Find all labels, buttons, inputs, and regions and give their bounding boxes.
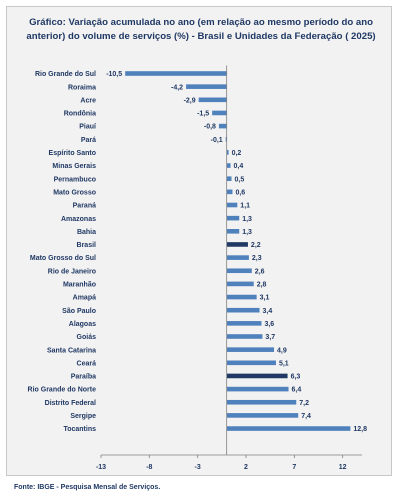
x-tick-label: 2 bbox=[244, 464, 248, 471]
bar bbox=[125, 71, 227, 76]
category-label: Paraíba bbox=[71, 374, 96, 381]
x-tick-label: 7 bbox=[292, 464, 296, 471]
bar bbox=[226, 268, 252, 274]
category-label: Tocantins bbox=[63, 426, 96, 433]
bar bbox=[226, 255, 249, 260]
bar bbox=[226, 294, 257, 300]
x-tick-label: -3 bbox=[195, 464, 201, 471]
bar bbox=[226, 163, 231, 168]
bar bbox=[226, 229, 240, 234]
category-label: Rio Grande do Sul bbox=[35, 71, 96, 78]
data-label: 7,4 bbox=[301, 413, 311, 420]
category-label: Brasil bbox=[77, 242, 97, 249]
data-label: -0,8 bbox=[204, 124, 216, 131]
data-label: 1,3 bbox=[242, 229, 252, 236]
data-label: -1,5 bbox=[197, 111, 209, 118]
data-label: 4,9 bbox=[277, 347, 287, 354]
data-label: 7,2 bbox=[299, 400, 309, 407]
data-label: 6,3 bbox=[291, 374, 301, 381]
category-label: Piauí bbox=[79, 124, 97, 131]
data-label: 3,4 bbox=[263, 308, 273, 315]
bar bbox=[225, 136, 227, 142]
category-label: Rondônia bbox=[64, 111, 96, 118]
bar bbox=[226, 189, 233, 195]
x-tick-label: -13 bbox=[96, 464, 106, 471]
data-label: 2,3 bbox=[252, 255, 262, 262]
category-label: Sergipe bbox=[70, 413, 96, 420]
chart-frame bbox=[6, 6, 392, 476]
bar bbox=[226, 413, 299, 418]
data-label: 3,1 bbox=[260, 295, 270, 302]
bar bbox=[198, 97, 227, 103]
data-label: -0,1 bbox=[211, 137, 223, 144]
data-label: 6,4 bbox=[292, 387, 302, 394]
category-label: Espírito Santo bbox=[49, 150, 96, 157]
data-label: 0,6 bbox=[235, 189, 245, 196]
bar bbox=[212, 110, 227, 116]
category-label: Pará bbox=[81, 137, 96, 144]
data-label: -10,5 bbox=[106, 71, 122, 78]
category-label: Mato Grosso bbox=[53, 189, 96, 196]
bar bbox=[226, 426, 351, 431]
data-label: 2,2 bbox=[251, 242, 261, 249]
data-label: 0,4 bbox=[234, 163, 244, 170]
category-label: Paraná bbox=[73, 203, 96, 210]
category-label: Acre bbox=[80, 97, 96, 104]
data-label: 0,2 bbox=[232, 150, 242, 157]
x-tick-label: -8 bbox=[146, 464, 152, 471]
data-label: 3,6 bbox=[264, 321, 274, 328]
category-label: Pernambuco bbox=[54, 176, 96, 183]
category-label: São Paulo bbox=[62, 308, 96, 315]
bar bbox=[226, 386, 289, 392]
category-label: Ceará bbox=[77, 360, 97, 367]
bar bbox=[226, 307, 260, 313]
bar bbox=[226, 347, 275, 352]
bar bbox=[226, 373, 288, 379]
data-label: 3,7 bbox=[265, 334, 275, 341]
data-label: 2,6 bbox=[255, 268, 265, 275]
category-label: Bahia bbox=[77, 229, 96, 236]
category-label: Roraima bbox=[68, 84, 96, 91]
category-label: Alagoas bbox=[69, 321, 96, 328]
category-label: Maranhão bbox=[63, 282, 96, 289]
bar bbox=[226, 150, 229, 155]
category-label: Goiás bbox=[77, 334, 97, 341]
bar bbox=[226, 399, 297, 405]
data-label: 1,3 bbox=[242, 216, 252, 223]
data-label: 12,8 bbox=[353, 426, 367, 433]
bar bbox=[226, 321, 262, 326]
category-label: Rio de Janeiro bbox=[48, 268, 96, 275]
bar bbox=[226, 281, 254, 287]
category-label: Distrito Federal bbox=[45, 400, 96, 407]
data-label: -2,9 bbox=[184, 97, 196, 104]
category-label: Amazonas bbox=[61, 216, 96, 223]
category-label: Santa Catarina bbox=[47, 347, 96, 354]
chart-title: Gráfico: Variação acumulada no ano (em r… bbox=[26, 17, 376, 42]
category-label: Rio Grande do Norte bbox=[28, 387, 97, 394]
category-label: Minas Gerais bbox=[52, 163, 96, 170]
bar bbox=[226, 215, 240, 221]
bar bbox=[186, 84, 227, 89]
data-label: 5,1 bbox=[279, 360, 289, 367]
data-label: 0,5 bbox=[235, 176, 245, 183]
bar bbox=[226, 202, 238, 208]
bar bbox=[226, 360, 276, 366]
data-label: -4,2 bbox=[171, 84, 183, 91]
category-label: Amapá bbox=[73, 295, 96, 302]
data-label: 2,8 bbox=[257, 282, 267, 289]
source-note: Fonte: IBGE - Pesquisa Mensal de Serviço… bbox=[14, 484, 161, 491]
bar bbox=[226, 176, 232, 181]
bar bbox=[226, 334, 263, 339]
category-label: Mato Grosso do Sul bbox=[30, 255, 96, 262]
data-label: 1,1 bbox=[240, 203, 250, 210]
x-tick-label: 12 bbox=[339, 464, 347, 471]
bar bbox=[226, 242, 248, 247]
bar bbox=[218, 123, 227, 129]
